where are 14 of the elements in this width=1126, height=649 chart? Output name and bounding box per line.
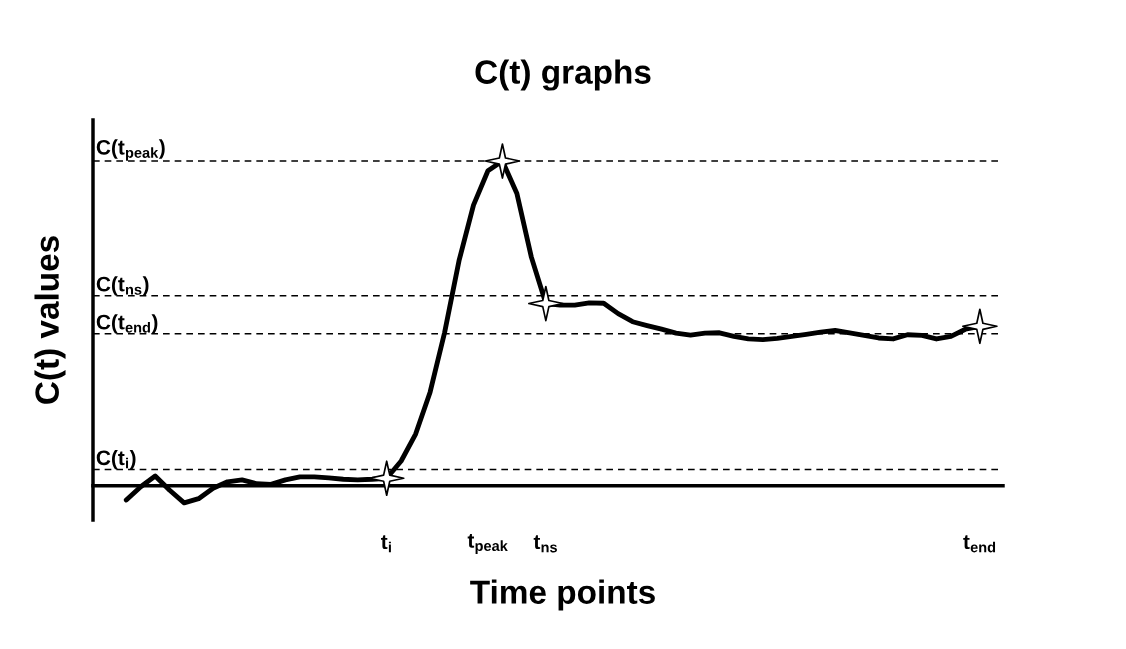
x-tick-label: t$_{peak}$ [467,534,508,554]
x-tick-label: t$_{end}$ [963,535,996,553]
x-axis-title: Time points [470,579,655,611]
ref-line-label: C(t$_{ns}$) [96,276,149,296]
y-axis-title: C(t) values [34,236,66,404]
point [484,143,521,179]
point [527,285,564,322]
ref-line-label: C(t$_{i}$) [96,449,136,470]
chart-title: C(t) graphs [475,59,651,91]
point [962,308,998,345]
ref-line-label: C(t$_{end}$) [96,314,158,334]
x-tick-label: t$_{ns}$ [533,535,557,553]
x-tick-label: t$_{i}$ [381,535,391,553]
ref-line-label: C(t$_{peak}$) [96,139,165,161]
